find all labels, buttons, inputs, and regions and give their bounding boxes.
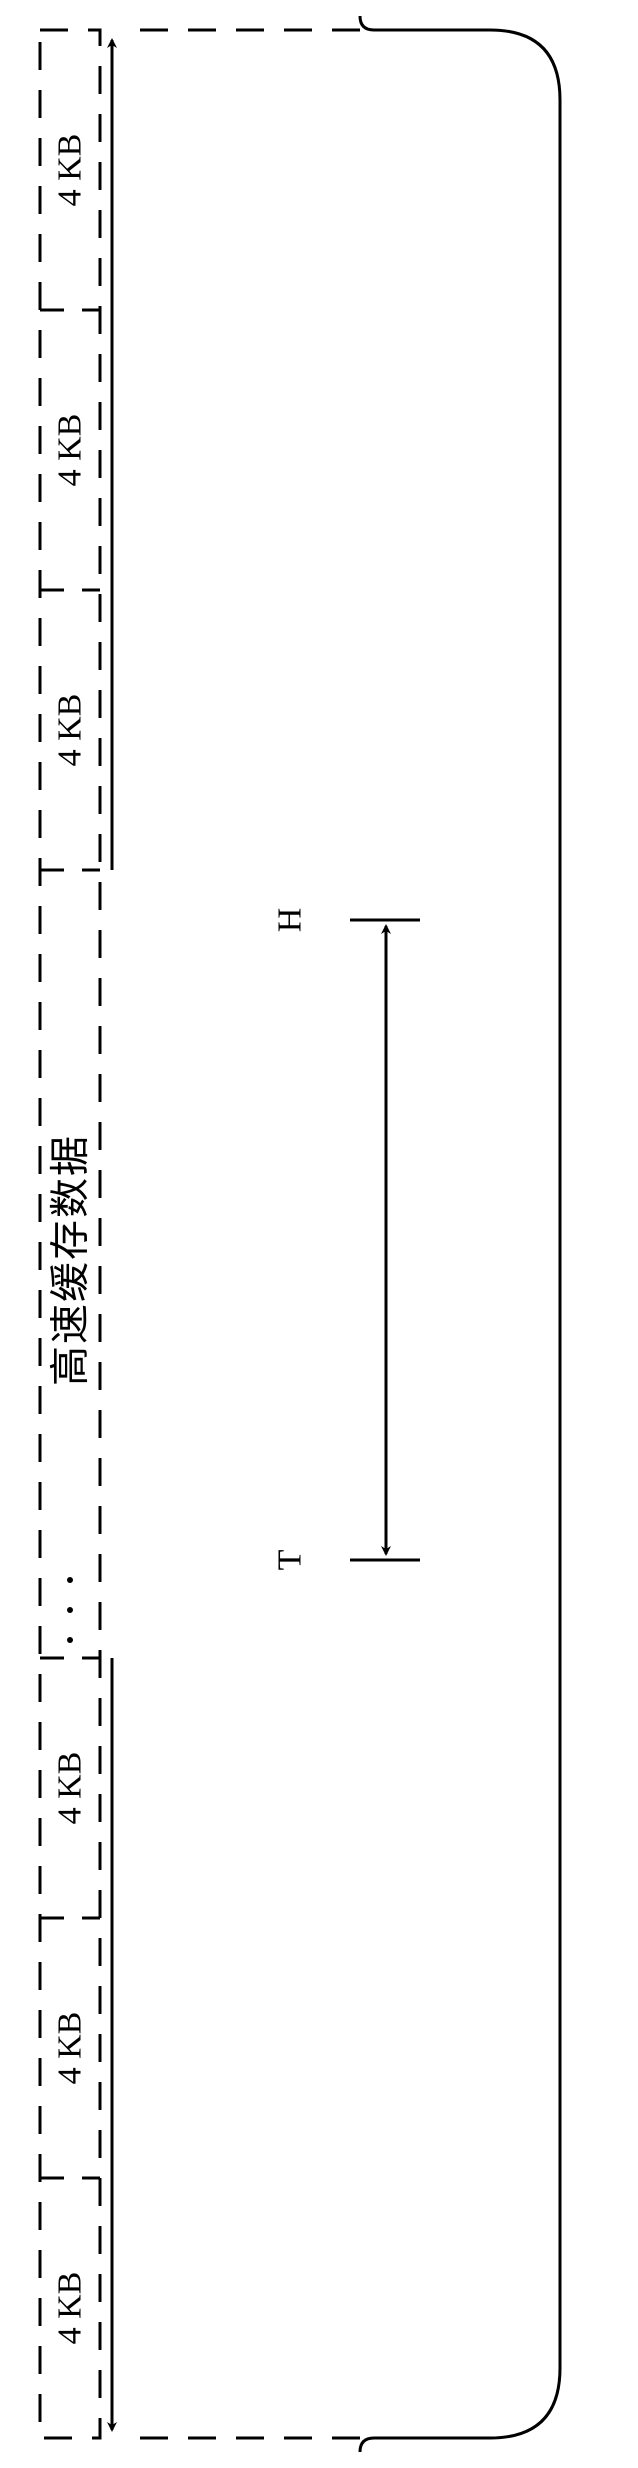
ellipsis-dot (67, 1577, 73, 1583)
cache-data-label: 高速缓存数据 (48, 1134, 93, 1386)
marker-t-label: T (272, 1549, 309, 1570)
block-label: 4 KB (52, 694, 89, 767)
block-label: 4 KB (52, 134, 89, 207)
right-bracket (360, 16, 560, 2452)
diagram-canvas: 4 KB 4 KB 4 KB 4 KB 4 KB 4 KB 高速缓存数据 H T (0, 0, 638, 2468)
marker-h-label: H (272, 908, 309, 933)
block-label: 4 KB (52, 1752, 89, 1825)
ellipsis-dot (67, 1607, 73, 1613)
ellipsis-dot (67, 1637, 73, 1643)
block-label: 4 KB (52, 2012, 89, 2085)
block-label: 4 KB (52, 2272, 89, 2345)
block-label: 4 KB (52, 414, 89, 487)
